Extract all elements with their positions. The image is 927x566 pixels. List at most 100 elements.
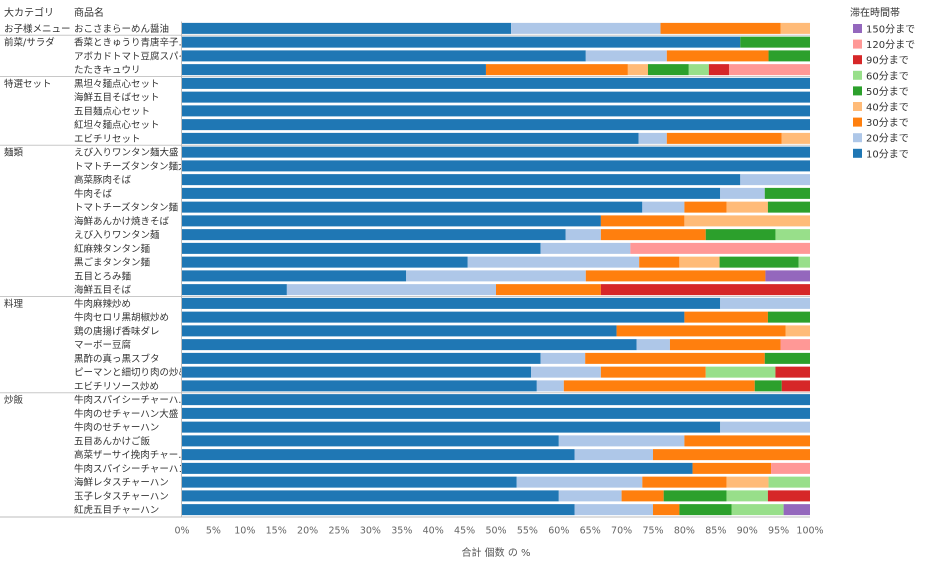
bar-segment [182, 132, 639, 144]
bar-segment [182, 119, 810, 131]
bar-segment [182, 270, 407, 282]
bar-row: 五目麺点心セット [74, 105, 810, 117]
bar-row: トマトチーズタンタン麺大… [74, 160, 810, 172]
bar-segment [775, 366, 810, 378]
x-tick-label: 10% [234, 526, 255, 537]
x-tick-label: 100% [796, 526, 823, 537]
category-group: 特選セット 黒坦々麺点心セット海鮮五目そばセット五目麺点心セット紅坦々麺点心セット… [0, 76, 810, 145]
x-tick-label: 70% [611, 526, 632, 537]
bar-segment [660, 22, 781, 34]
bar-segment [630, 242, 810, 254]
product-label: 海鮮五目そば [74, 284, 132, 296]
bar-segment [406, 270, 586, 282]
bar-segment [558, 490, 622, 502]
bar-segment [731, 504, 784, 516]
product-label: 紅虎五目チャーハン [74, 504, 159, 516]
legend-item: 90分まで [853, 55, 909, 67]
bar-segment [182, 187, 721, 199]
bar-segment [182, 174, 741, 186]
bar-segment [585, 270, 766, 282]
legend-item: 30分まで [853, 117, 909, 129]
bar-row: 牛肉セロリ黒胡椒炒め [74, 312, 810, 324]
bar-segment [182, 215, 601, 227]
bar-segment [720, 297, 810, 309]
legend-swatch [853, 86, 862, 96]
bar-segment [639, 256, 680, 268]
bar-segment [182, 339, 637, 351]
x-tick-label: 60% [548, 526, 569, 537]
column-headers: 大カテゴリ 商品名 [4, 6, 104, 19]
category-group: 炒飯 牛肉スパイシーチャーハ… 牛肉のせチャーハン大盛牛肉のせチャーハン五目あんかけ… [0, 392, 810, 516]
legend-item: 10分まで [853, 148, 909, 160]
x-tick-label: 75% [642, 526, 663, 537]
x-tick-label: 50% [485, 526, 506, 537]
bar-segment [728, 64, 810, 76]
bar-segment [679, 256, 720, 268]
bar-segment [182, 229, 566, 241]
bar-row: えび入りワンタン麺大盛 [74, 147, 810, 159]
x-tick-label: 95% [768, 526, 789, 537]
legend-item: 150分まで [853, 24, 915, 36]
bar-row: 牛肉のせチャーハン大盛 [74, 408, 810, 420]
bar-segment [563, 380, 755, 392]
product-label: 高菜豚肉そば [74, 174, 132, 186]
product-label: 紅坦々麺点心セット [74, 119, 160, 131]
legend-label: 90分まで [866, 55, 909, 67]
product-label: ピーマンと細切り肉の炒め [74, 367, 188, 379]
bar-row: 海鮮あんかけ焼きそば [74, 215, 810, 227]
x-tick-label: 85% [705, 526, 726, 537]
bar-segment [182, 77, 810, 89]
bar-row: 海鮮五目そばセット [74, 92, 810, 104]
bar-row: 牛肉そば [74, 188, 810, 200]
bar-segment [642, 201, 685, 213]
bar-segment [653, 449, 810, 461]
bar-segment [798, 256, 810, 268]
bar-segment [785, 325, 810, 337]
bar-segment [767, 490, 810, 502]
bar-segment [647, 64, 689, 76]
x-tick-label: 45% [454, 526, 475, 537]
category-group: 前菜/サラダ 香菜ときゅうり青唐辛子…アボカドトマト豆腐スパイ… たたきキュウリ [0, 34, 810, 76]
product-label: 五目とろみ麺 [74, 270, 132, 282]
bar-segment [600, 229, 706, 241]
bar-segment [719, 256, 799, 268]
legend-swatch [853, 117, 862, 127]
category-label: 特選セット [4, 78, 52, 90]
legend-label: 40分まで [866, 102, 909, 114]
bar-segment [765, 270, 810, 282]
bar-segment [775, 229, 810, 241]
legend-swatch [853, 55, 862, 65]
product-label: 鶏の唐揚げ香味ダレ [74, 325, 160, 337]
legend-swatch [853, 148, 862, 158]
bar-row: 黒坦々麺点心セット [74, 78, 810, 90]
bar-segment [688, 64, 709, 76]
bar-segment [764, 352, 810, 364]
bar-row: 五目あんかけご飯 [74, 435, 810, 447]
bar-row: ピーマンと細切り肉の炒め [74, 367, 810, 379]
bar-row: 海鮮レタスチャーハン [74, 477, 810, 489]
x-tick-label: 15% [266, 526, 287, 537]
bar-segment [286, 284, 496, 296]
legend-label: 10分まで [866, 148, 909, 160]
bar-segment [182, 490, 559, 502]
bar-segment [182, 146, 810, 158]
category-label: 麺類 [4, 147, 24, 159]
bar-segment [740, 174, 810, 186]
product-label: たたきキュウリ [74, 65, 141, 76]
bar-segment [182, 352, 541, 364]
product-label: マーボー豆腐 [74, 339, 131, 351]
bar-row: 黒ごまタンタン麺 [74, 257, 810, 269]
product-label: 牛肉麻辣炒め [74, 298, 131, 310]
category-label: 前菜/サラダ [4, 37, 55, 49]
bar-segment [767, 311, 810, 323]
bar-segment [485, 64, 628, 76]
bar-row: たたきキュウリ [74, 64, 810, 76]
bar-segment [783, 504, 810, 516]
x-tick-label: 25% [328, 526, 349, 537]
bar-segment [771, 462, 810, 474]
bar-segment [708, 64, 729, 76]
legend-label: 50分まで [866, 86, 909, 98]
x-tick-label: 80% [674, 526, 695, 537]
x-tick-label: 5% [206, 526, 221, 537]
bar-segment [669, 339, 781, 351]
